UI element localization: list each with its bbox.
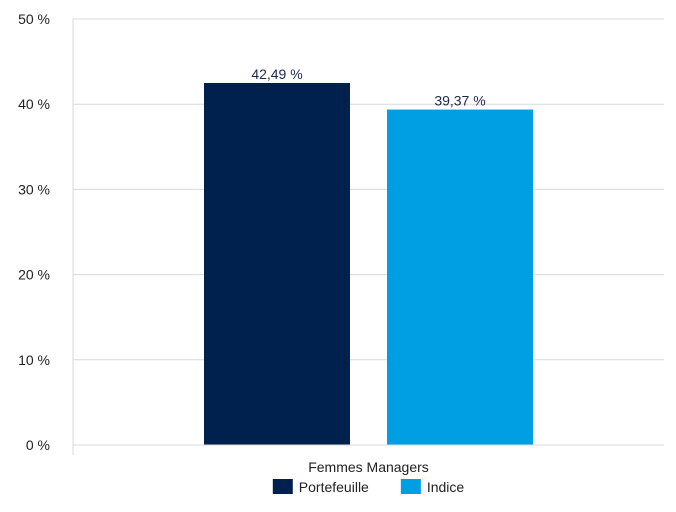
y-axis-tick-labels: 0 % 10 % 20 % 30 % 40 % 50 % bbox=[18, 11, 50, 453]
legend-swatch-indice bbox=[400, 479, 421, 494]
legend-label-indice: Indice bbox=[427, 479, 465, 495]
y-tick-label: 50 % bbox=[18, 11, 50, 27]
axes bbox=[72, 19, 664, 455]
y-tick-label: 30 % bbox=[18, 181, 50, 197]
legend: Portefeuille Indice bbox=[272, 479, 465, 495]
data-labels: 42,49 % 39,37 % bbox=[251, 66, 485, 109]
bar-indice bbox=[387, 109, 533, 445]
bars bbox=[204, 82, 533, 445]
data-label-indice: 39,37 % bbox=[434, 93, 485, 109]
y-tick-label: 10 % bbox=[18, 352, 50, 368]
y-tick-label: 20 % bbox=[18, 267, 50, 283]
bar-portefeuille bbox=[204, 82, 350, 445]
legend-swatch-portefeuille bbox=[272, 479, 293, 494]
y-tick-label: 40 % bbox=[18, 96, 50, 112]
legend-label-portefeuille: Portefeuille bbox=[299, 479, 369, 495]
category-label: Femmes Managers bbox=[308, 459, 429, 475]
gridlines bbox=[73, 18, 664, 361]
category-labels: Femmes Managers bbox=[308, 459, 429, 475]
data-label-portefeuille: 42,49 % bbox=[251, 66, 302, 82]
y-tick-label: 0 % bbox=[26, 437, 50, 453]
